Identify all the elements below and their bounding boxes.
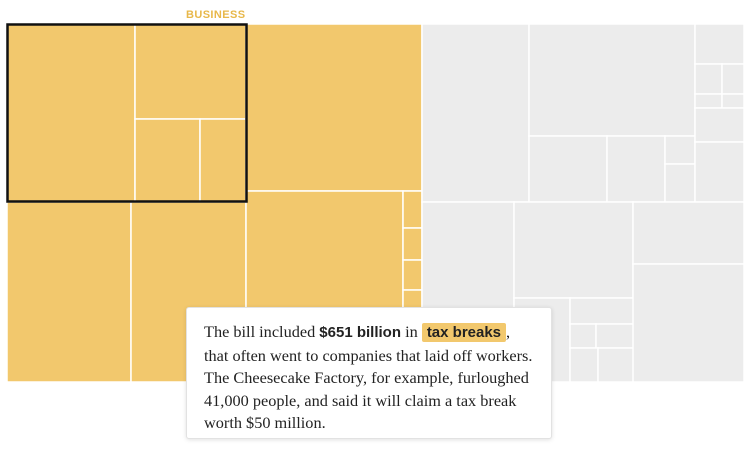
other-block	[569, 347, 599, 383]
business-block	[245, 23, 423, 192]
other-block	[721, 93, 745, 109]
business-block	[402, 259, 423, 291]
business-block	[134, 23, 247, 120]
callout-text: in	[401, 322, 422, 341]
other-block	[528, 23, 696, 137]
category-label: BUSINESS	[186, 9, 246, 21]
focus-outline	[6, 23, 248, 203]
other-block	[595, 323, 635, 349]
other-block	[632, 263, 745, 383]
callout-text: , that often went to companies that laid…	[204, 322, 533, 432]
annotation-callout: The bill included $651 billion in tax br…	[186, 307, 552, 439]
other-block	[632, 201, 745, 265]
other-block	[694, 141, 745, 203]
other-block	[597, 347, 635, 383]
other-block	[528, 135, 608, 203]
other-block	[421, 23, 530, 203]
callout-text: The bill included	[204, 322, 320, 341]
business-block	[6, 201, 132, 383]
other-block	[721, 63, 745, 95]
business-block	[402, 190, 423, 229]
other-block	[664, 135, 696, 165]
business-block	[6, 23, 136, 203]
other-block	[606, 135, 666, 203]
other-block	[694, 63, 723, 95]
other-block	[694, 93, 723, 109]
other-block	[513, 201, 634, 299]
business-block	[134, 118, 201, 203]
callout-amount: $651 billion	[319, 324, 401, 341]
tax-breaks-tag[interactable]: tax breaks	[421, 323, 507, 342]
business-block	[199, 118, 247, 203]
other-block	[694, 23, 745, 65]
other-block	[694, 107, 745, 143]
business-block	[402, 227, 423, 261]
other-block	[664, 163, 696, 203]
other-block	[569, 297, 635, 325]
other-block	[569, 323, 597, 349]
